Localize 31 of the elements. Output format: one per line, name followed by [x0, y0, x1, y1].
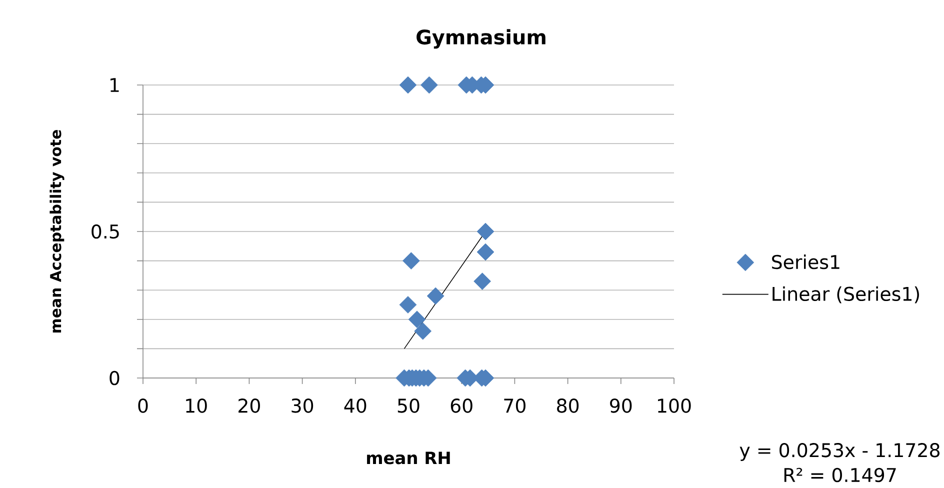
chart-title: Gymnasium: [416, 29, 546, 49]
x-tick-label: 80: [557, 398, 579, 413]
point: [474, 272, 491, 290]
point: [414, 322, 432, 340]
point: [399, 76, 417, 94]
x-tick-label: 30: [292, 398, 314, 413]
point: [402, 252, 420, 270]
y-tick-label: 0.5: [92, 224, 119, 239]
x-tick-label: 10: [186, 398, 207, 413]
text: y = 0.0253x - 1.1728: [740, 443, 940, 461]
point: [426, 287, 444, 305]
point: [408, 310, 426, 328]
y-tick-label: 0: [110, 370, 120, 386]
point: [476, 222, 494, 240]
x-tick-label: 50: [398, 398, 420, 413]
x-tick-label: 90: [610, 398, 632, 413]
y-tick-label: 1: [110, 78, 119, 92]
x-tick-label: 60: [450, 398, 472, 413]
point: [476, 243, 494, 261]
legend-label: Linear (Series1): [772, 286, 920, 304]
x-tick-label: 40: [344, 398, 366, 413]
point: [420, 76, 438, 94]
legend-label: Series1: [772, 254, 840, 270]
y-axis-title: mean Acceptability vote: [50, 130, 64, 332]
x-axis-title: mean RH: [367, 452, 450, 464]
x-tick-label: 70: [504, 398, 526, 413]
x-tick-label: 20: [238, 398, 260, 413]
x-tick-label: 100: [658, 398, 691, 413]
text: R² = 0.1497: [784, 468, 896, 482]
point: [399, 296, 417, 314]
x-tick-label: 0: [138, 398, 148, 413]
